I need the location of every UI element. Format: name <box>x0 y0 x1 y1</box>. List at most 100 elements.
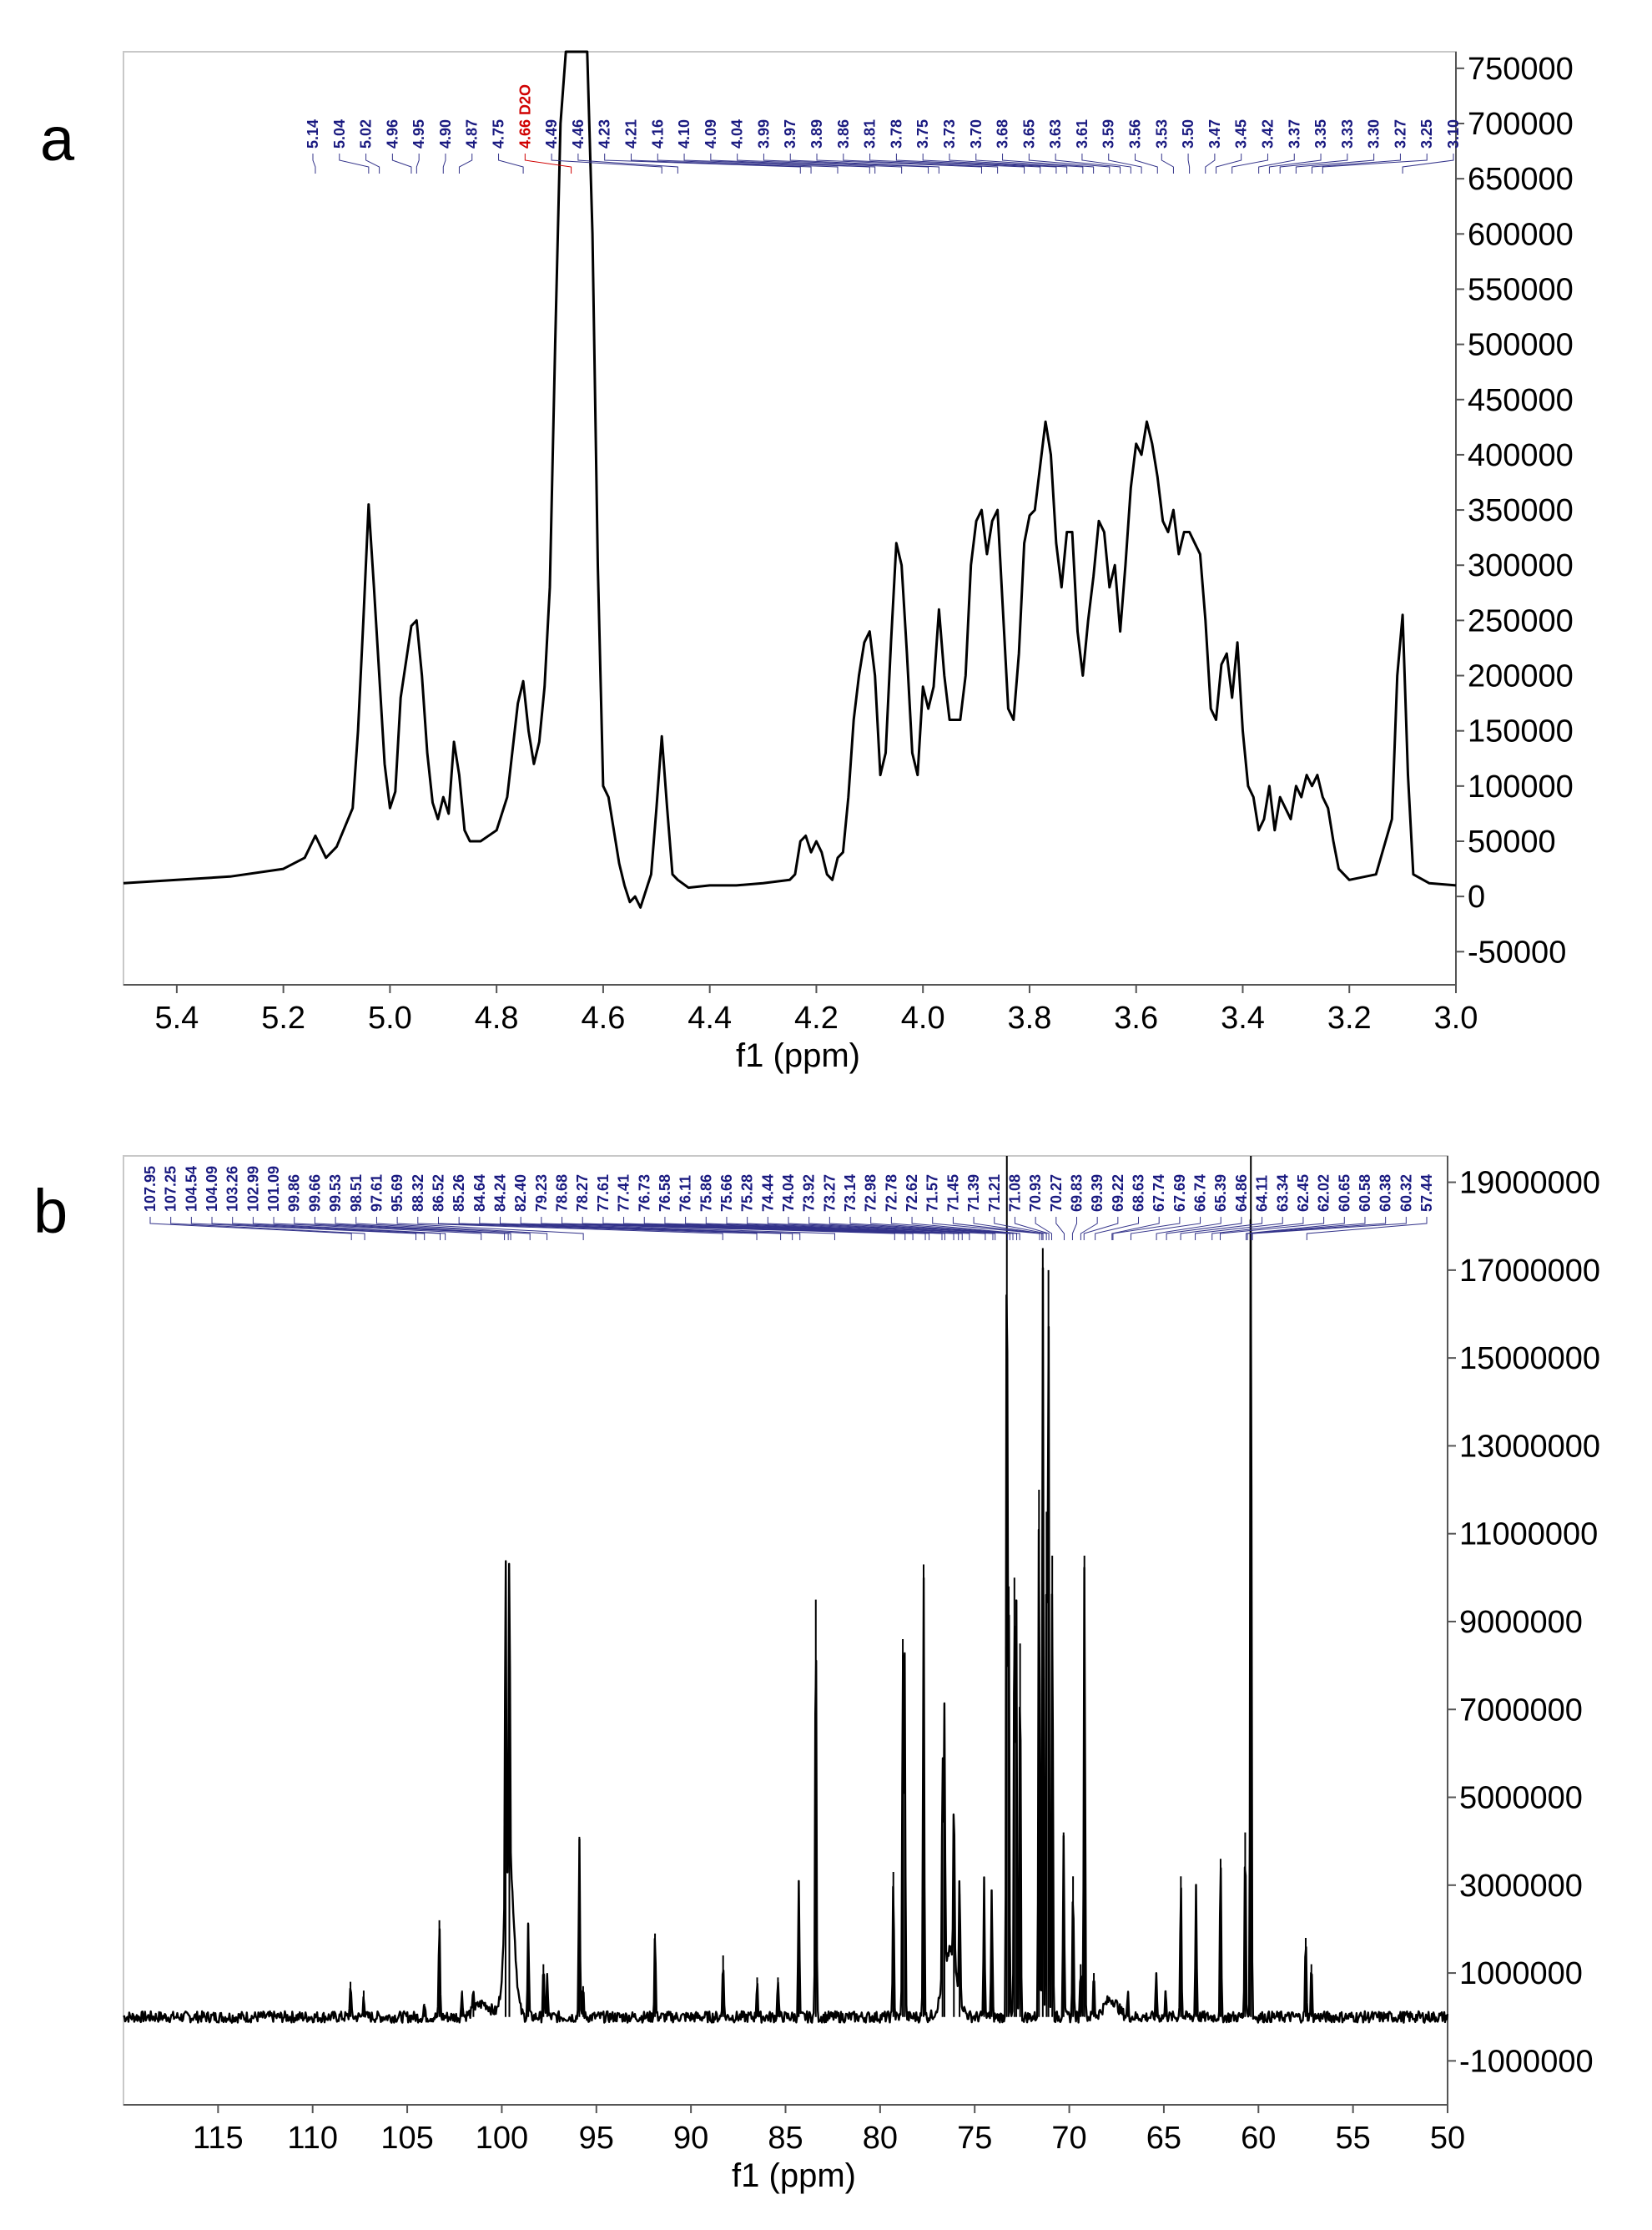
b-peak-label: 107.95 <box>142 1166 159 1212</box>
a-peak-label: 4.04 <box>729 119 746 149</box>
a-peak-leader <box>1295 154 1375 174</box>
a-y-tick-label: 350000 <box>1468 493 1574 528</box>
a-x-tick-label: 4.8 <box>475 1001 519 1036</box>
a-peak-label: 3.97 <box>782 119 798 149</box>
b-peak-leader <box>1156 1217 1221 1240</box>
b-x-tick-label: 50 <box>1430 2121 1465 2156</box>
b-peak-label: 57.44 <box>1418 1174 1435 1212</box>
b-peak-leader <box>1211 1217 1304 1240</box>
b-peak-label: 69.39 <box>1089 1174 1106 1212</box>
b-peak-label: 97.61 <box>368 1174 385 1212</box>
b-peak-label: 103.26 <box>224 1166 241 1212</box>
b-peak-label: 82.40 <box>512 1174 529 1212</box>
b-peak-label: 66.74 <box>1192 1174 1209 1212</box>
b-peak-label: 76.58 <box>657 1174 673 1212</box>
a-peak-label: 3.25 <box>1418 119 1435 149</box>
b-x-tick-label: 85 <box>768 2121 803 2156</box>
b-peak-leader <box>1112 1217 1181 1240</box>
a-peak-leader <box>442 154 446 174</box>
b-peak-leader <box>1251 1217 1387 1240</box>
b-peak-leader <box>788 1217 994 1240</box>
a-peak-label: 3.27 <box>1392 119 1408 149</box>
b-x-tick-label: 70 <box>1051 2121 1086 2156</box>
a-peak-leader <box>577 154 678 174</box>
b-peak-leader <box>335 1217 511 1240</box>
b-peak-leader <box>396 1217 584 1240</box>
b-peak-label: 107.25 <box>163 1166 179 1212</box>
a-peak-leader <box>1322 154 1428 174</box>
a-peak-label: 3.47 <box>1206 119 1223 149</box>
b-peak-leader <box>1014 1217 1050 1240</box>
b-x-tick-label: 115 <box>193 2121 244 2156</box>
a-x-tick-label: 3.0 <box>1434 1001 1478 1036</box>
h1-nmr-spectrum: 5.4 5.2 5.0 4.8 4.6 4.4 4.2 4.0 3.8 3.6 3.4 3.2 3.0 7… <box>123 50 1574 1074</box>
b-peak-leader <box>211 1217 426 1240</box>
b-peak-label: 70.27 <box>1048 1174 1065 1212</box>
a-peak-leader <box>1135 154 1158 174</box>
a-peak-label: 3.35 <box>1312 119 1329 149</box>
a-peak-label: 4.46 <box>570 119 587 149</box>
b-peak-label: 99.66 <box>306 1174 323 1212</box>
a-peak-label: 3.56 <box>1127 119 1144 149</box>
a-peak-label: 3.68 <box>995 119 1011 149</box>
a-y-tick-label: 400000 <box>1468 438 1574 473</box>
a-peak-label: 3.86 <box>835 119 852 149</box>
a-peak-leader <box>391 154 412 174</box>
a-x-tick-label: 4.2 <box>794 1001 839 1036</box>
a-solvent-peak-label: 4.66 D2O <box>516 84 533 149</box>
a-peak-leader <box>524 154 572 174</box>
b-peak-leader <box>1071 1217 1077 1240</box>
a-peak-label: 5.04 <box>331 119 348 149</box>
b-peak-leader <box>149 1217 352 1240</box>
a-peak-label: 3.53 <box>1153 119 1170 149</box>
b-y-tick-label: 11000000 <box>1459 1517 1598 1552</box>
b-y-tick-label: 5000000 <box>1459 1781 1583 1816</box>
b-x-tick-label: 75 <box>957 2121 992 2156</box>
b-peak-leader <box>1095 1217 1140 1240</box>
a-y-tick-label: 550000 <box>1468 272 1574 307</box>
b-peak-leader <box>767 1217 986 1240</box>
a-peak-label: 4.16 <box>649 119 666 149</box>
b-peak-label: 73.92 <box>801 1174 818 1212</box>
a-peak-label: 4.49 <box>543 119 560 149</box>
b-peak-leader <box>911 1217 1020 1240</box>
b-peak-label: 77.41 <box>616 1174 632 1212</box>
a-peak-leader <box>1002 154 1095 174</box>
b-peak-leader <box>1246 1217 1345 1240</box>
a-peak-leader <box>1268 154 1322 174</box>
a-peak-label: 3.61 <box>1074 119 1090 149</box>
b-peak-label: 79.23 <box>533 1174 550 1212</box>
b-peak-leader <box>458 1217 782 1240</box>
a-peak-leader <box>1279 154 1348 174</box>
b-peak-leader <box>252 1217 446 1240</box>
b-peak-label: 60.38 <box>1378 1174 1394 1212</box>
b-peak-label-group: 107.95 107.25 104.54 104.09 103.26 102.99 101.… <box>142 1166 1435 1240</box>
b-peak-label: 104.09 <box>204 1166 220 1212</box>
b-peak-label: 101.09 <box>265 1166 282 1212</box>
a-peak-leader <box>365 154 380 174</box>
b-peak-label: 99.53 <box>327 1174 344 1212</box>
b-peak-label: 78.27 <box>574 1174 591 1212</box>
a-peak-label: 3.99 <box>755 119 772 149</box>
a-peak-label: 4.23 <box>597 119 613 149</box>
a-peak-leader <box>1161 154 1174 174</box>
b-peak-label: 104.54 <box>183 1166 199 1212</box>
a-peak-label: 4.96 <box>384 119 400 149</box>
b-peak-leader <box>1130 1217 1201 1240</box>
a-peak-leader <box>1028 154 1111 174</box>
b-peak-label: 67.74 <box>1151 1174 1167 1212</box>
b-x-tick-label: 110 <box>287 2121 338 2156</box>
a-peak-label: 4.21 <box>622 119 639 149</box>
b-peak-leader <box>890 1217 1018 1240</box>
a-y-tick-label: 200000 <box>1468 659 1574 694</box>
a-peak-leader <box>949 154 1068 174</box>
b-peak-leader <box>479 1217 793 1240</box>
a-peak-leader <box>1231 154 1268 174</box>
b-x-tick-label: 80 <box>863 2121 898 2156</box>
a-peak-leader <box>737 154 903 174</box>
b-peak-leader <box>273 1217 482 1240</box>
b-peak-label: 69.83 <box>1068 1174 1085 1212</box>
b-x-tick-label: 65 <box>1146 2121 1181 2156</box>
b-peak-label: 70.93 <box>1027 1174 1044 1212</box>
b-peak-label: 74.04 <box>780 1174 797 1212</box>
